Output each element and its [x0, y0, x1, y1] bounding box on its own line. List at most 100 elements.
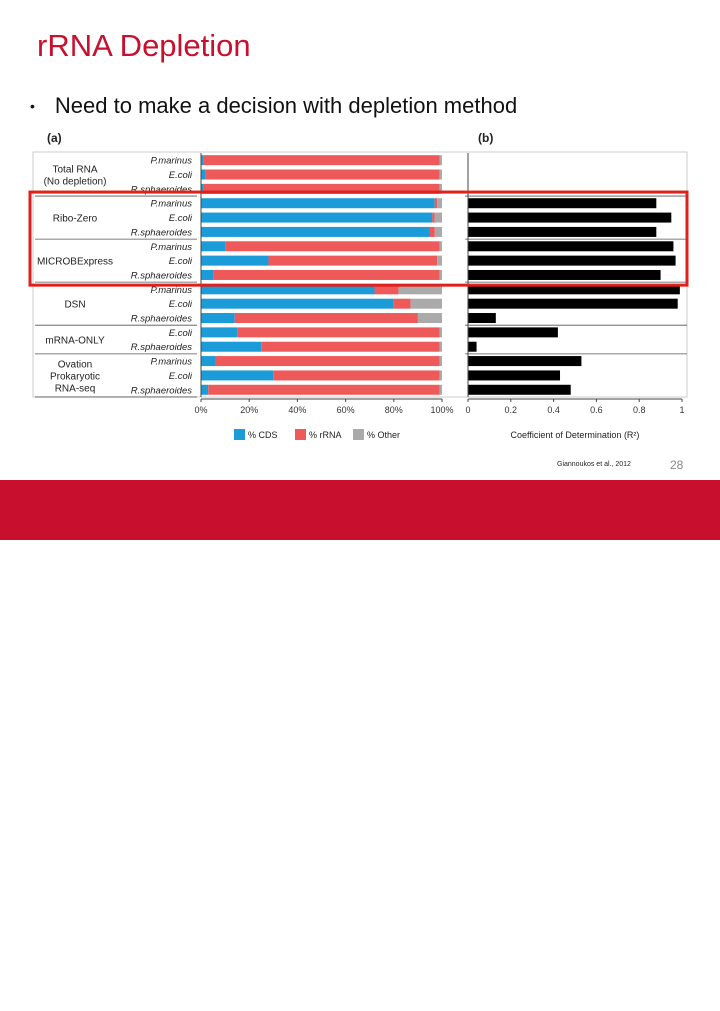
bar-other — [439, 241, 442, 252]
group-label: mRNA-ONLY — [45, 336, 105, 347]
panel-b-label: (b) — [478, 131, 494, 145]
bar-other — [439, 155, 442, 166]
bar-cds — [201, 155, 204, 166]
tick-label-a: 20% — [240, 405, 258, 415]
legend-label: % CDS — [248, 430, 278, 440]
bar-other — [439, 169, 442, 180]
bar-cds — [201, 169, 206, 180]
bar-r2 — [468, 255, 676, 266]
organism-label: P.marinus — [150, 285, 192, 296]
page-number: 28 — [670, 458, 684, 472]
bar-rrna — [261, 341, 440, 352]
bar-other — [434, 226, 442, 237]
axis-title-b: Coefficient of Determination (R²) — [511, 430, 640, 440]
bar-rrna — [237, 327, 440, 338]
bar-rrna — [434, 198, 438, 209]
department-name: Department of Animal Science — [506, 973, 708, 990]
bar-rrna — [268, 255, 438, 266]
organism-label: P.marinus — [150, 357, 192, 368]
footer-bar: Iowa State University Department of Anim… — [0, 480, 720, 1009]
bullet-icon: • — [30, 98, 35, 114]
bar-cds — [201, 212, 433, 223]
organism-label: P.marinus — [150, 242, 192, 253]
bar-other — [398, 284, 442, 295]
bar-cds — [201, 370, 274, 381]
tick-label-b: 0.6 — [590, 405, 603, 415]
group-label: Ovation — [58, 359, 92, 370]
organism-label: R.sphaeroides — [131, 385, 193, 396]
organism-label: E.coli — [169, 213, 193, 224]
group-label: MICROBExpress — [37, 257, 113, 268]
tick-label-b: 0 — [465, 405, 470, 415]
legend-label: % Other — [367, 430, 400, 440]
bar-rrna — [234, 313, 418, 324]
tick-label-a: 0% — [194, 405, 207, 415]
tick-label-a: 100% — [430, 405, 453, 415]
citation: Giannoukos et al., 2012 — [557, 461, 631, 468]
bar-cds — [201, 298, 394, 309]
bar-r2 — [468, 341, 477, 352]
bar-rrna — [393, 298, 411, 309]
bar-r2 — [468, 327, 558, 338]
tick-label-a: 40% — [288, 405, 306, 415]
bullet-point: • Need to make a decision with depletion… — [30, 93, 517, 119]
panel-a-label: (a) — [47, 131, 62, 145]
bar-other — [439, 341, 442, 352]
organism-label: E.coli — [169, 371, 193, 382]
bar-r2 — [468, 356, 582, 367]
bar-rrna — [374, 284, 399, 295]
bar-cds — [201, 341, 262, 352]
bar-r2 — [468, 384, 571, 395]
organism-label: R.sphaeroides — [131, 270, 193, 281]
highlight-box — [28, 190, 689, 287]
bar-rrna — [203, 183, 440, 194]
bar-r2 — [468, 212, 672, 223]
depletion-chart: Total RNA(No depletion) P.marinus E.coli R.… — [28, 151, 689, 440]
group-label: (No depletion) — [44, 177, 107, 188]
bar-cds — [201, 255, 269, 266]
legend-swatch — [295, 429, 306, 440]
bar-rrna — [213, 269, 440, 280]
legend-swatch — [353, 429, 364, 440]
university-wordmark: Iowa State University — [43, 979, 260, 1004]
bar-cds — [201, 384, 209, 395]
bar-cds — [201, 183, 204, 194]
bar-rrna — [273, 370, 440, 381]
group-label: RNA-seq — [55, 383, 96, 394]
bar-r2 — [468, 198, 657, 209]
bar-cds — [201, 327, 238, 338]
department-program: Animal Breeding and Genetics — [505, 992, 708, 1009]
bar-other — [434, 212, 442, 223]
organism-label: E.coli — [169, 299, 193, 310]
slide-title: r​RNA Depletion — [37, 28, 251, 63]
organism-label: P.marinus — [150, 156, 192, 167]
bar-cds — [201, 269, 214, 280]
legend-label: % rRNA — [309, 430, 342, 440]
bar-cds — [201, 226, 430, 237]
bar-other — [439, 384, 442, 395]
bar-rrna — [215, 356, 440, 367]
organism-label: R.sphaeroides — [131, 184, 193, 195]
bar-other — [439, 327, 442, 338]
bar-cds — [201, 241, 226, 252]
bullet-text: Need to make a decision with depletion m… — [54, 93, 518, 118]
organism-label: R.sphaeroides — [131, 314, 193, 325]
department-info: Department of Animal Science Animal Bree… — [505, 972, 708, 1010]
group-label: Total RNA — [52, 165, 97, 176]
bar-other — [439, 370, 442, 381]
tick-label-b: 1 — [679, 405, 684, 415]
bar-rrna — [225, 241, 440, 252]
bar-other — [437, 255, 442, 266]
bar-other — [417, 313, 442, 324]
bar-r2 — [468, 269, 661, 280]
bar-r2 — [468, 226, 657, 237]
tick-label-a: 60% — [337, 405, 355, 415]
bar-rrna — [429, 226, 435, 237]
bar-other — [437, 198, 442, 209]
bar-rrna — [203, 155, 440, 166]
bar-rrna — [432, 212, 435, 223]
tick-label-b: 0.2 — [505, 405, 518, 415]
tick-label-b: 0.8 — [633, 405, 646, 415]
bar-r2 — [468, 298, 678, 309]
group-label: Ribo-Zero — [53, 214, 98, 225]
